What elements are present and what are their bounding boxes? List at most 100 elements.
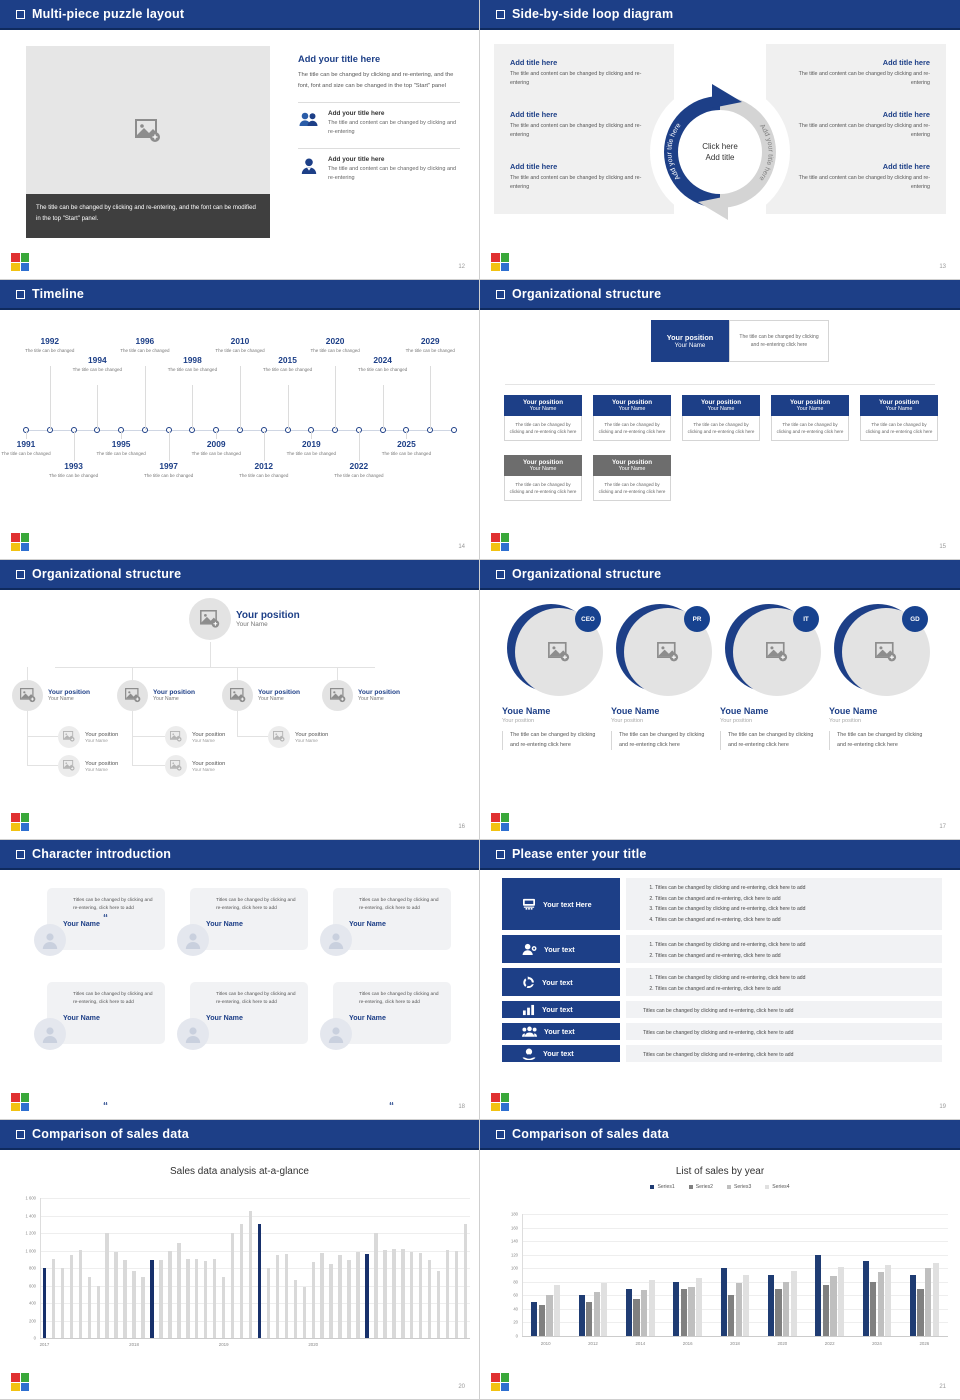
timeline-entry-above[interactable]: 2015 The title can be changed (261, 355, 315, 374)
org-box[interactable]: Your position Your Name The title can be c… (860, 395, 938, 441)
timeline-entry-above[interactable]: 2024 The title can be changed (356, 355, 410, 374)
profile-circle[interactable]: IT (725, 604, 821, 696)
row-button[interactable]: Your text (502, 935, 620, 963)
row-button[interactable]: Your text (502, 1001, 620, 1018)
legend-item[interactable]: Series1 (650, 1184, 675, 1190)
timeline-entry-below[interactable]: 1993 The title can be changed (47, 461, 101, 480)
right-block[interactable]: Add title here The title and content can… (780, 58, 930, 88)
profile-card[interactable]: CEO Youe Name Your position The title can b… (502, 604, 605, 750)
list-row[interactable]: Your text Titles can be changed by clicki… (502, 1001, 942, 1018)
quote-card[interactable]: “Titles can be changed by clicking and r… (190, 982, 394, 1112)
org-box[interactable]: Your position Your Name The title can be c… (504, 395, 582, 441)
timeline-entry-below[interactable]: 1997 The title can be changed (142, 461, 196, 480)
chart-bar (538, 1304, 545, 1336)
right-block[interactable]: Add title here The title and content can… (780, 110, 930, 140)
timeline-entry-above[interactable]: 2020 The title can be changed (308, 336, 362, 355)
right-block[interactable]: Add title here The title and content can… (780, 162, 930, 192)
timeline-entry-above[interactable]: 1998 The title can be changed (165, 355, 219, 374)
timeline-desc: The title can be changed (239, 473, 289, 478)
photo-placeholder[interactable] (165, 755, 187, 777)
org-node-level1[interactable]: Your position Your Name (12, 680, 90, 711)
slide-comparison-of-sales-data-1: Comparison of sales data Sales data anal… (0, 1120, 480, 1400)
quote-card[interactable]: “Titles can be changed by clicking and r… (190, 888, 394, 950)
profile-card[interactable]: GD Youe Name Your position The title can be… (829, 604, 932, 750)
row-button[interactable]: Your text Here (502, 878, 620, 930)
quote-card[interactable]: “Titles can be changed by clicking and r… (47, 982, 165, 1112)
tree-connector-vertical (337, 667, 338, 680)
profile-card[interactable]: IT Youe Name Your position The title can be… (720, 604, 823, 750)
org-box[interactable]: Your position Your Name The title can be c… (593, 455, 671, 501)
left-block[interactable]: Add title here The title and content can… (510, 110, 660, 140)
list-row[interactable]: Your text Titles can be changed by clicki… (502, 1023, 942, 1040)
photo-placeholder[interactable] (222, 680, 253, 711)
org-node-level2[interactable]: Your position Your Name (58, 726, 118, 748)
left-block[interactable]: Add title here The title and content can… (510, 162, 660, 192)
photo-placeholder[interactable] (117, 680, 148, 711)
slide-title: Organizational structure (32, 567, 182, 581)
row-button[interactable]: Your text (502, 968, 620, 996)
org-box[interactable]: Your position Your Name The title can be c… (682, 395, 760, 441)
timeline-entry-below[interactable]: 2012 The title can be changed (237, 461, 291, 480)
org-node-level2[interactable]: Your position Your Name (165, 726, 225, 748)
timeline-entry-below[interactable]: 1995 The title can be changed (94, 439, 148, 458)
chart-bar (186, 1259, 190, 1338)
org-node-root[interactable]: Your position Your Name (189, 598, 300, 640)
list-row[interactable]: Your text Titles can be changed by clicki… (502, 935, 942, 963)
profile-circle[interactable]: CEO (507, 604, 603, 696)
photo-placeholder[interactable] (58, 726, 80, 748)
org-node-level1[interactable]: Your position Your Name (117, 680, 195, 711)
timeline-entry-above[interactable]: 2029 The title can be changed (403, 336, 457, 355)
legend-item[interactable]: Series4 (765, 1184, 790, 1190)
slide-header: Organizational structure (480, 560, 960, 590)
list-row[interactable]: Your text Titles can be changed by clicki… (502, 1045, 942, 1062)
timeline-entry-above[interactable]: 1994 The title can be changed (70, 355, 124, 374)
list-row[interactable]: Your text Titles can be changed by clicki… (502, 968, 942, 996)
timeline-entry-above[interactable]: 1992 The title can be changed (23, 336, 77, 355)
quote-card[interactable]: “Titles can be changed by clicking and r… (333, 888, 451, 950)
org-node-level2[interactable]: Your position Your Name (58, 755, 118, 777)
list-row[interactable]: Your text Here Titles can be changed by c… (502, 878, 942, 930)
bullet-square-icon (16, 569, 25, 579)
timeline-entry-above[interactable]: 2010 The title can be changed (213, 336, 267, 355)
org-root-box[interactable]: Your position Your Name (651, 320, 729, 362)
org-node-level1[interactable]: Your position Your Name (322, 680, 400, 711)
org-box[interactable]: Your position Your Name The title can be c… (504, 455, 582, 501)
org-box[interactable]: Your position Your Name The title can be c… (593, 395, 671, 441)
profile-circle[interactable]: PR (616, 604, 712, 696)
profile-circle[interactable]: GD (834, 604, 930, 696)
profile-card[interactable]: PR Youe Name Your position The title can be… (611, 604, 714, 750)
photo-placeholder[interactable] (12, 680, 43, 711)
axis-line-y (522, 1214, 523, 1336)
loop-diagram[interactable]: Add your title here Add your title here … (650, 82, 790, 222)
photo-placeholder[interactable] (268, 726, 290, 748)
chart-bar (284, 1254, 289, 1338)
photo-placeholder[interactable] (189, 598, 231, 640)
org-node-level1[interactable]: Your position Your Name (222, 680, 300, 711)
feature-item[interactable]: Add your title here The title and conten… (298, 110, 460, 137)
row-button[interactable]: Your text (502, 1045, 620, 1062)
role-badge: PR (684, 606, 710, 632)
org-node-level2[interactable]: Your position Your Name (165, 755, 225, 777)
org-box[interactable]: Your position Your Name The title can be c… (771, 395, 849, 441)
timeline-entry-below[interactable]: 2025 The title can be changed (379, 439, 433, 458)
photo-placeholder[interactable] (322, 680, 353, 711)
row-button[interactable]: Your text (502, 1023, 620, 1040)
timeline-entry-below[interactable]: 2019 The title can be changed (284, 439, 338, 458)
feature-item[interactable]: Add your title here The title and conten… (298, 156, 460, 183)
timeline-entry-below[interactable]: 2009 The title can be changed (189, 439, 243, 458)
org-node-level2[interactable]: Your position Your Name (268, 726, 328, 748)
left-block[interactable]: Add title here The title and content can… (510, 58, 660, 88)
timeline-dot[interactable] (451, 427, 457, 433)
legend-item[interactable]: Series2 (688, 1184, 713, 1190)
photo-placeholder[interactable] (58, 755, 80, 777)
org-node-position: Your position (85, 731, 119, 738)
timeline-entry-below[interactable]: 2022 The title can be changed (332, 461, 386, 480)
legend-item[interactable]: Series3 (727, 1184, 751, 1190)
quote-card[interactable]: “Titles can be changed by clicking and r… (47, 888, 200, 950)
org-node-name: Your Name (192, 766, 215, 772)
quote-card[interactable]: “Titles can be changed by clicking and r… (333, 982, 451, 1044)
timeline-entry-below[interactable]: 1991 The title can be changed (0, 439, 53, 458)
photo-placeholder[interactable] (165, 726, 187, 748)
image-placeholder[interactable] (26, 46, 270, 216)
timeline-entry-above[interactable]: 1996 The title can be changed (118, 336, 172, 355)
